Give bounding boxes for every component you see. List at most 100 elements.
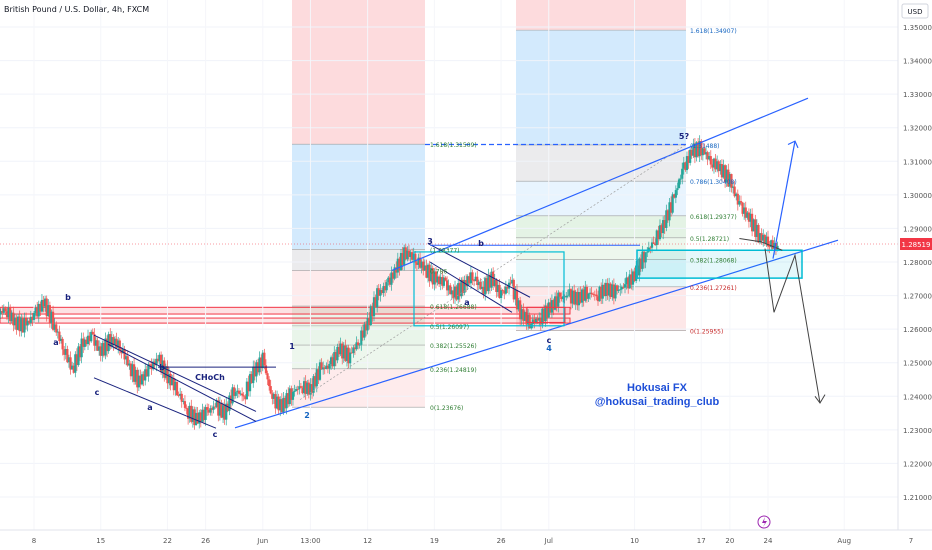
- candle-body: [337, 346, 341, 355]
- candle-body: [411, 252, 414, 260]
- fib-label: 0.5(1.26097): [430, 324, 469, 331]
- candle-body: [730, 174, 733, 188]
- candle-body: [20, 317, 23, 332]
- candle-body: [293, 390, 296, 392]
- candle-body: [608, 283, 611, 296]
- fib-label: 0.236(1.24819): [430, 367, 477, 374]
- candle-body: [641, 251, 644, 269]
- candle-body: [102, 343, 106, 356]
- candle-body: [655, 230, 658, 246]
- wave-label: CHoCh: [195, 373, 225, 382]
- candle-body: [417, 257, 420, 265]
- candle-body: [120, 350, 123, 354]
- candle-body: [179, 393, 182, 396]
- fib-label: 0(1.25955): [690, 329, 723, 336]
- fib-label: 0.618(1.26688): [430, 304, 477, 311]
- candle-body: [660, 225, 663, 234]
- candle-body: [331, 357, 334, 367]
- candle-body: [199, 412, 202, 422]
- candle-body: [167, 373, 171, 384]
- candle-body: [212, 406, 215, 410]
- candle-body: [291, 391, 295, 400]
- candle-body: [260, 357, 263, 369]
- candle-body: [709, 156, 712, 165]
- time-tick-label: 8: [32, 537, 36, 545]
- candle-body: [703, 148, 706, 155]
- candle-body: [704, 152, 708, 155]
- candle-body: [42, 299, 45, 307]
- price-axis[interactable]: [898, 0, 932, 550]
- candle-body: [285, 393, 288, 409]
- candle-body: [225, 403, 228, 420]
- candle-body: [302, 381, 306, 394]
- lightning-icon[interactable]: [757, 515, 771, 529]
- candle-body: [441, 277, 444, 286]
- currency-button[interactable]: [901, 3, 929, 19]
- candle-body: [263, 352, 266, 366]
- candle-body: [684, 162, 687, 171]
- candle-body: [700, 141, 703, 156]
- candle-body: [349, 352, 352, 364]
- candle-body: [387, 277, 390, 283]
- candle-body: [681, 168, 684, 179]
- candle-body: [474, 276, 477, 282]
- candle-body: [34, 308, 37, 313]
- wedge-line: [93, 334, 257, 412]
- candle-body: [277, 396, 280, 411]
- candle-body: [275, 396, 279, 409]
- candle-body: [221, 405, 225, 418]
- candle-body: [369, 306, 372, 326]
- candle-body: [39, 303, 42, 312]
- fib-box-red-right: [516, 0, 686, 31]
- chart-title: British Pound / U.S. Dollar, 4h, FXCM: [4, 5, 149, 14]
- candle-body: [279, 399, 282, 411]
- fib-box-blue-left: [292, 144, 425, 250]
- candle-body: [264, 365, 268, 374]
- candle-body: [444, 277, 447, 281]
- price-tick-label: 1.26000: [903, 326, 932, 334]
- candle-body: [503, 290, 506, 294]
- candle-body: [58, 331, 61, 341]
- candle-body: [512, 279, 515, 300]
- candle-body: [134, 369, 137, 382]
- candle-body: [708, 156, 711, 160]
- candle-body: [482, 286, 485, 295]
- candle-body: [515, 290, 519, 310]
- candle-body: [201, 409, 204, 422]
- candle-body: [696, 142, 700, 157]
- candle-body: [554, 296, 557, 310]
- wave-label: c: [95, 388, 100, 397]
- candle-body: [82, 338, 85, 347]
- candle-body: [77, 346, 80, 366]
- candle-body: [55, 324, 58, 333]
- candle-body: [619, 289, 622, 291]
- candle-body: [669, 202, 673, 213]
- candle-body: [747, 212, 751, 222]
- candle-body: [573, 290, 576, 305]
- candle-body: [768, 246, 771, 248]
- candle-body: [47, 305, 50, 317]
- candle-body: [380, 290, 384, 294]
- candle-body: [662, 220, 665, 234]
- candle-body: [188, 405, 191, 419]
- candle-body: [26, 320, 29, 326]
- candle-body: [187, 408, 190, 419]
- candle-body: [56, 331, 59, 333]
- candle-body: [333, 352, 336, 367]
- candle-body: [215, 400, 218, 407]
- candle-body: [166, 366, 169, 384]
- wedge-line: [93, 377, 217, 429]
- candle-body: [536, 318, 539, 321]
- candle-body: [763, 234, 766, 244]
- candle-body: [569, 289, 573, 304]
- candle-body: [236, 390, 239, 393]
- candle-body: [113, 338, 117, 345]
- candle-body: [117, 340, 120, 348]
- candle-body: [612, 284, 615, 299]
- candle-body: [736, 193, 739, 205]
- candle-body: [463, 280, 466, 293]
- candle-body: [498, 284, 501, 299]
- candle-body: [601, 284, 604, 299]
- candle-body: [449, 285, 452, 295]
